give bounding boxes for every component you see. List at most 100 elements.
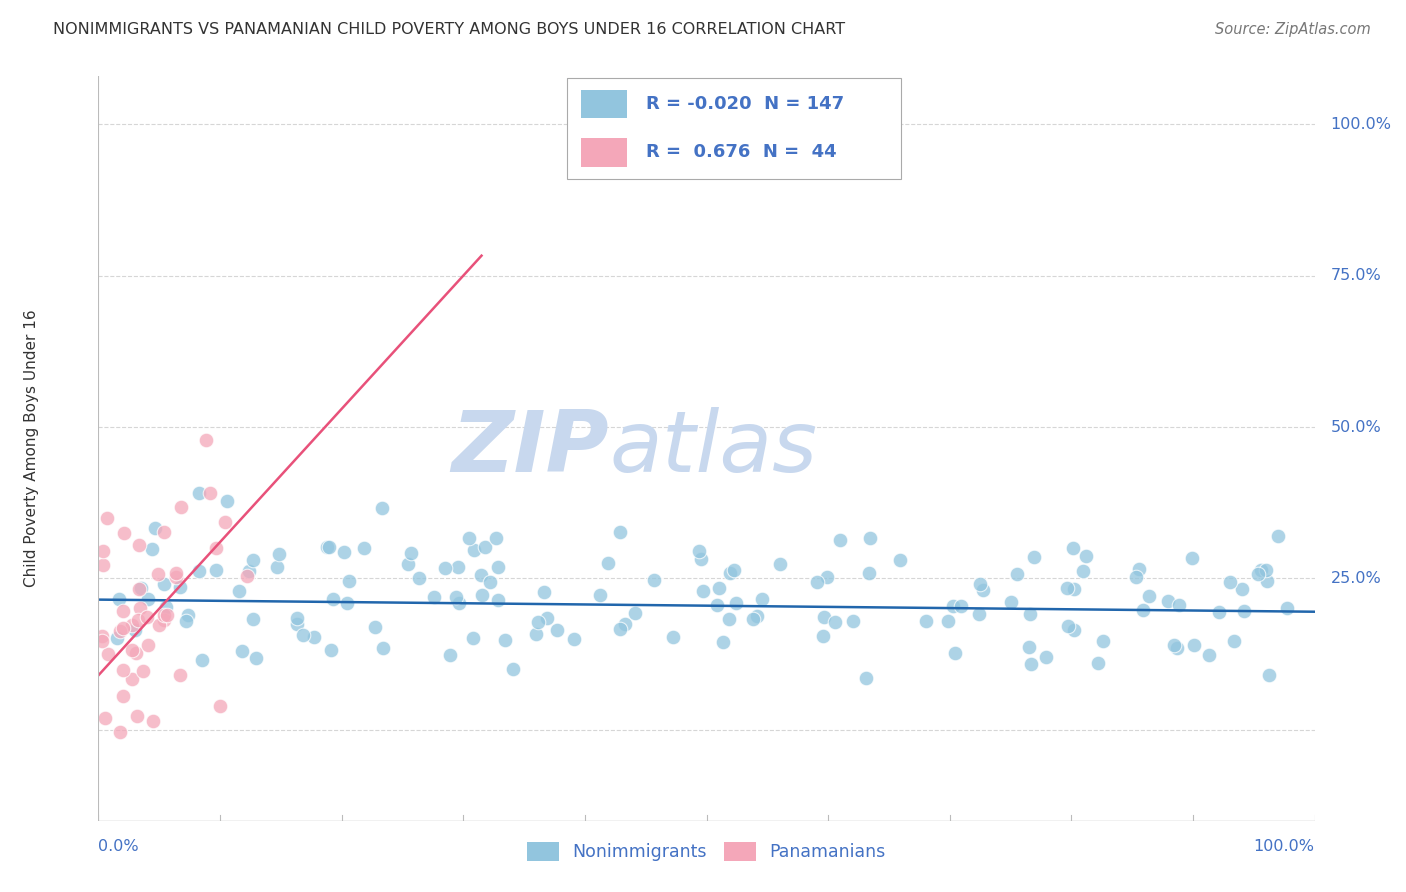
Point xyxy=(228,583,250,598)
Text: Child Poverty Among Boys Under 16: Child Poverty Among Boys Under 16 xyxy=(24,310,39,587)
Point xyxy=(855,671,877,685)
Point xyxy=(742,612,765,626)
Point xyxy=(1056,581,1078,595)
Point xyxy=(463,631,485,645)
Point xyxy=(609,525,631,540)
Text: atlas: atlas xyxy=(609,407,817,490)
Point xyxy=(124,624,146,638)
Point xyxy=(720,566,742,580)
Point xyxy=(689,551,711,566)
Point xyxy=(723,563,745,577)
Point xyxy=(524,627,547,641)
Point xyxy=(1267,529,1289,543)
Point xyxy=(949,599,972,614)
Point xyxy=(110,725,132,739)
Point xyxy=(609,622,631,636)
Point xyxy=(474,540,496,554)
Point xyxy=(589,589,612,603)
Point xyxy=(806,575,828,590)
Point xyxy=(915,614,938,628)
Point xyxy=(235,568,257,582)
Point xyxy=(148,617,170,632)
Point xyxy=(709,582,731,596)
Point xyxy=(121,618,143,632)
Point xyxy=(215,494,238,508)
Point xyxy=(662,630,685,644)
Point xyxy=(1223,634,1246,648)
Point xyxy=(1182,638,1205,652)
Point xyxy=(238,564,260,578)
Point xyxy=(1198,648,1220,662)
Point xyxy=(108,624,131,639)
Point xyxy=(128,537,150,551)
Point xyxy=(859,531,882,545)
Point xyxy=(266,560,288,574)
Point xyxy=(842,614,865,628)
Point xyxy=(1024,549,1046,564)
Point xyxy=(486,559,509,574)
Point xyxy=(105,631,128,645)
Point xyxy=(156,608,179,623)
Point xyxy=(242,612,264,626)
Point xyxy=(486,593,509,607)
Point xyxy=(1181,551,1204,566)
Point xyxy=(463,542,485,557)
Point xyxy=(1256,563,1278,577)
Point xyxy=(97,647,120,661)
Point xyxy=(447,559,470,574)
Point xyxy=(1163,639,1185,653)
Point xyxy=(191,653,214,667)
Point xyxy=(205,564,228,578)
Point xyxy=(214,515,236,529)
Point xyxy=(169,668,191,682)
Point xyxy=(858,566,880,580)
Point xyxy=(768,558,790,572)
FancyBboxPatch shape xyxy=(567,78,901,178)
Point xyxy=(1208,605,1230,619)
Point xyxy=(614,617,637,632)
Text: 25.0%: 25.0% xyxy=(1330,571,1381,586)
Point xyxy=(533,584,555,599)
Point xyxy=(336,597,359,611)
Point xyxy=(434,561,457,575)
Point xyxy=(623,129,645,144)
Text: 100.0%: 100.0% xyxy=(1330,117,1392,132)
Point xyxy=(136,592,159,607)
Point xyxy=(112,604,135,618)
Point xyxy=(96,511,118,525)
Point xyxy=(396,557,419,571)
Point xyxy=(969,607,991,621)
Point xyxy=(188,486,211,500)
Point xyxy=(285,611,308,625)
Point xyxy=(478,574,501,589)
Point xyxy=(596,557,619,571)
Point xyxy=(889,552,911,566)
Point xyxy=(146,566,169,581)
Point xyxy=(1018,607,1040,621)
Point xyxy=(439,648,461,663)
Point xyxy=(91,558,114,573)
Point xyxy=(316,540,339,554)
Point xyxy=(111,689,134,703)
Point xyxy=(165,566,187,580)
Point xyxy=(444,590,467,604)
Point xyxy=(121,672,143,686)
Point xyxy=(129,601,152,615)
Point xyxy=(1125,570,1147,584)
Point xyxy=(129,581,152,595)
Point xyxy=(124,646,146,660)
Point xyxy=(1167,599,1189,613)
Point xyxy=(470,568,492,582)
Point xyxy=(624,606,647,620)
Point xyxy=(1018,640,1040,654)
Point xyxy=(333,545,356,559)
Point xyxy=(242,552,264,566)
Point xyxy=(318,540,340,554)
Point xyxy=(747,608,769,623)
Point xyxy=(153,524,176,539)
Point xyxy=(408,572,430,586)
Point xyxy=(938,614,960,628)
Point xyxy=(1019,657,1042,672)
Point xyxy=(353,541,375,555)
Point xyxy=(142,714,165,728)
